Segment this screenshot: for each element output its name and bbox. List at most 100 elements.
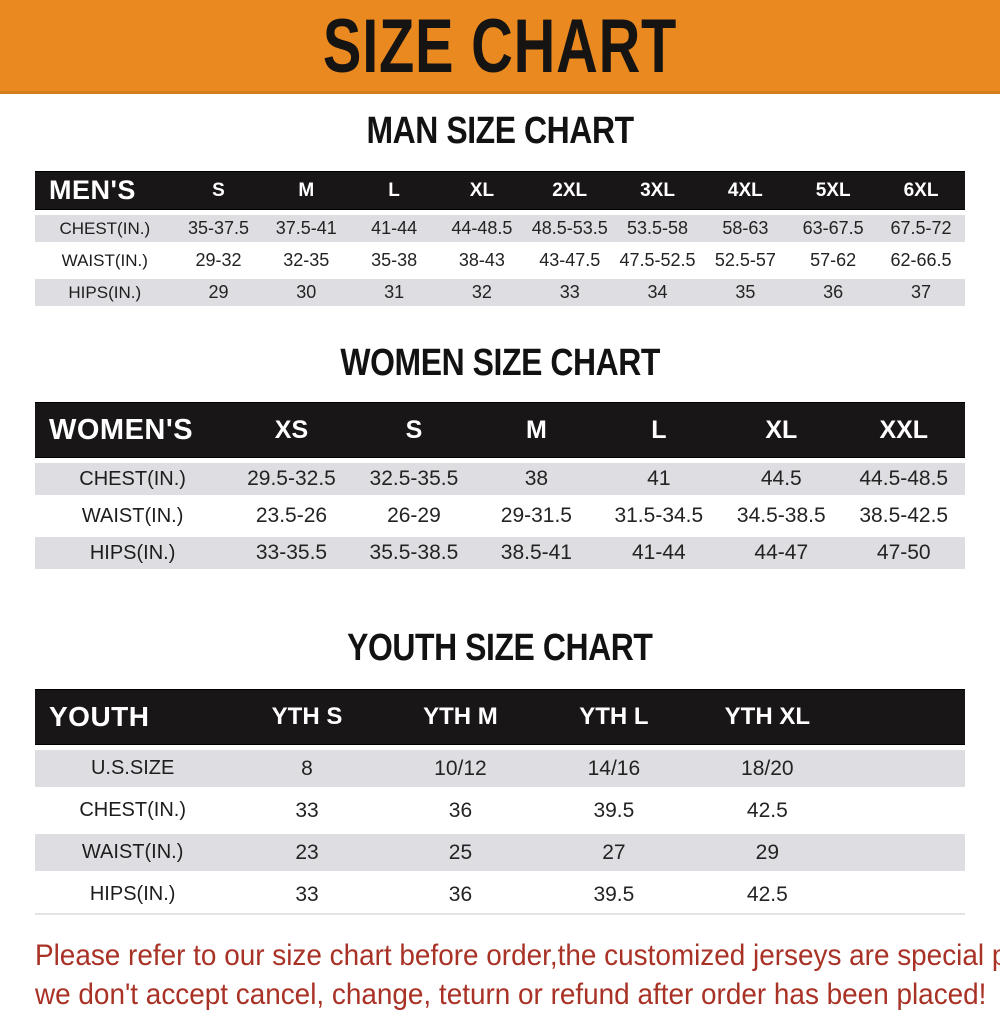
women-section-title: WOMEN SIZE CHART (0, 341, 1000, 385)
women-data-row-0: CHEST(IN.) 29.5-32.5 32.5-35.5 38 41 44.5 44.5… (35, 463, 965, 495)
men-value-2-1: 30 (262, 279, 351, 306)
youth-value-3-1: 36 (383, 876, 538, 915)
men-value-1-2: 35-38 (350, 247, 438, 274)
men-column-header-7: 5XL (789, 171, 878, 210)
youth-data-row-3: HIPS(IN.) 33 36 39.5 42.5 (35, 876, 965, 915)
men-value-1-0: 29-32 (174, 247, 263, 274)
youth-row-spacer-cell-3 (844, 876, 965, 915)
women-value-0-1: 32.5-35.5 (352, 463, 476, 495)
women-value-2-0: 33-35.5 (230, 537, 353, 569)
youth-value-2-0: 23 (230, 834, 384, 871)
men-data-row-1: WAIST(IN.) 29-32 32-35 35-38 38-43 43-47.5 47.… (35, 247, 965, 274)
youth-value-1-1: 36 (383, 792, 538, 829)
youth-column-header-0: YTH S (230, 689, 384, 745)
youth-header-spacer-cell (844, 689, 965, 745)
youth-row-spacer-cell-0 (844, 750, 965, 787)
youth-value-0-2: 14/16 (537, 750, 691, 787)
youth-value-2-2: 27 (537, 834, 691, 871)
men-section-title-text: MAN SIZE CHART (366, 110, 634, 152)
youth-column-header-1: YTH M (383, 689, 538, 745)
women-value-1-2: 29-31.5 (475, 500, 598, 532)
men-column-header-1: M (262, 171, 351, 210)
women-data-row-1: WAIST(IN.) 23.5-26 26-29 29-31.5 31.5-34.5 34… (35, 500, 965, 532)
women-value-2-3: 41-44 (597, 537, 721, 569)
youth-value-1-3: 42.5 (690, 792, 845, 829)
youth-row-spacer-cell-1 (844, 792, 965, 829)
youth-row-spacer-cell-2 (844, 834, 965, 871)
youth-value-1-0: 33 (230, 792, 384, 829)
youth-section-title: YOUTH SIZE CHART (0, 626, 1000, 670)
women-value-1-3: 31.5-34.5 (597, 500, 721, 532)
men-row-label-1: WAIST(IN.) (35, 247, 175, 274)
men-value-1-3: 38-43 (438, 247, 526, 274)
women-data-row-2: HIPS(IN.) 33-35.5 35.5-38.5 38.5-41 41-44 44-… (35, 537, 965, 569)
men-section-title: MAN SIZE CHART (0, 109, 1000, 153)
women-value-0-0: 29.5-32.5 (230, 463, 353, 495)
women-column-header-3: L (597, 402, 721, 458)
youth-row-label-2: WAIST(IN.) (35, 834, 231, 871)
men-value-2-3: 32 (438, 279, 526, 306)
men-value-2-5: 34 (613, 279, 702, 306)
youth-value-3-0: 33 (230, 876, 384, 915)
disclaimer: Please refer to our size chart before or… (35, 936, 1000, 1014)
youth-section-title-text: YOUTH SIZE CHART (347, 627, 653, 669)
women-column-header-4: XL (720, 402, 843, 458)
women-value-0-2: 38 (475, 463, 598, 495)
men-value-0-3: 44-48.5 (438, 215, 526, 242)
men-value-0-2: 41-44 (350, 215, 438, 242)
men-row-label-0: CHEST(IN.) (35, 215, 175, 242)
men-value-0-4: 48.5-53.5 (525, 215, 614, 242)
women-value-1-5: 38.5-42.5 (842, 500, 965, 532)
youth-value-0-0: 8 (230, 750, 384, 787)
women-value-1-4: 34.5-38.5 (720, 500, 843, 532)
youth-column-header-2: YTH L (537, 689, 691, 745)
men-value-2-0: 29 (174, 279, 263, 306)
youth-value-2-3: 29 (690, 834, 845, 871)
youth-value-1-2: 39.5 (537, 792, 691, 829)
men-data-row-0: CHEST(IN.) 35-37.5 37.5-41 41-44 44-48.5 48.5… (35, 215, 965, 242)
section-men: MAN SIZE CHART MEN'S S M L XL 2XL 3XL 4XL 5XL 6XL… (0, 109, 1000, 311)
men-value-0-1: 37.5-41 (262, 215, 351, 242)
women-column-header-5: XXL (842, 402, 965, 458)
disclaimer-line-1: Please refer to our size chart before or… (35, 939, 1000, 972)
youth-row-label-1: CHEST(IN.) (35, 792, 231, 829)
men-column-header-4: 2XL (525, 171, 614, 210)
men-value-1-8: 62-66.5 (877, 247, 965, 274)
page-title: SIZE CHART (322, 4, 678, 89)
women-value-1-0: 23.5-26 (230, 500, 353, 532)
women-value-1-1: 26-29 (352, 500, 476, 532)
men-value-0-0: 35-37.5 (174, 215, 263, 242)
men-column-header-2: L (350, 171, 438, 210)
men-value-1-7: 57-62 (789, 247, 878, 274)
youth-data-row-2: WAIST(IN.) 23 25 27 29 (35, 834, 965, 871)
youth-value-0-1: 10/12 (383, 750, 538, 787)
youth-size-table: YOUTH YTH S YTH M YTH L YTH XL U.S.SIZE 8 10/12… (35, 684, 965, 920)
men-column-header-0: S (174, 171, 263, 210)
women-row-label-0: CHEST(IN.) (35, 463, 231, 495)
women-value-2-5: 47-50 (842, 537, 965, 569)
men-value-2-2: 31 (350, 279, 438, 306)
men-value-0-7: 63-67.5 (789, 215, 878, 242)
disclaimer-line-2: we don't accept cancel, change, teturn o… (35, 978, 987, 1011)
women-value-0-4: 44.5 (720, 463, 843, 495)
men-value-1-6: 52.5-57 (701, 247, 790, 274)
youth-value-0-3: 18/20 (690, 750, 845, 787)
women-header-row: WOMEN'S XS S M L XL XXL (35, 402, 965, 458)
section-youth: YOUTH SIZE CHART YOUTH YTH S YTH M YTH L YTH… (0, 626, 1000, 920)
men-column-header-8: 6XL (877, 171, 965, 210)
men-value-1-1: 32-35 (262, 247, 351, 274)
women-column-header-1: S (352, 402, 476, 458)
women-row-label-2: HIPS(IN.) (35, 537, 231, 569)
men-value-2-7: 36 (789, 279, 878, 306)
women-section-title-text: WOMEN SIZE CHART (340, 342, 660, 384)
men-size-table: MEN'S S M L XL 2XL 3XL 4XL 5XL 6XL CHEST(IN.) 35-37… (35, 166, 965, 311)
men-table-title-cell: MEN'S (35, 171, 175, 210)
youth-column-header-3: YTH XL (690, 689, 845, 745)
men-value-0-5: 53.5-58 (613, 215, 702, 242)
men-value-1-5: 47.5-52.5 (613, 247, 702, 274)
men-column-header-6: 4XL (701, 171, 790, 210)
youth-value-2-1: 25 (383, 834, 538, 871)
youth-table-title-cell: YOUTH (35, 689, 231, 745)
women-table-title-cell: WOMEN'S (35, 402, 231, 458)
women-size-table: WOMEN'S XS S M L XL XXL CHEST(IN.) 29.5-32.5 32.5… (35, 397, 965, 574)
